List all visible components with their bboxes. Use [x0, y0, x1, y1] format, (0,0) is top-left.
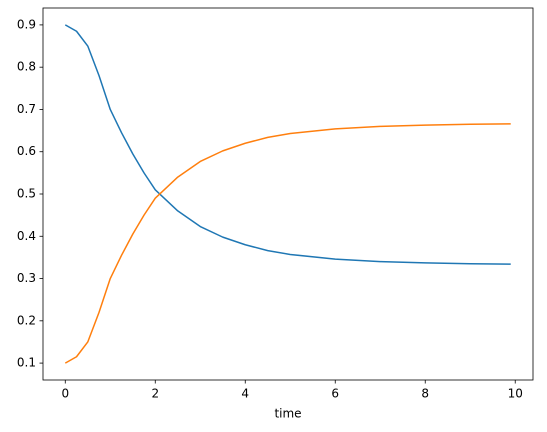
y-tick-label: 0.1: [17, 356, 36, 370]
x-tick-label: 6: [331, 387, 339, 401]
y-tick-label: 0.8: [17, 60, 36, 74]
x-axis-label: time: [274, 407, 301, 421]
x-tick-label: 4: [241, 387, 249, 401]
x-tick-label: 10: [508, 387, 523, 401]
y-tick-label: 0.5: [17, 187, 36, 201]
x-tick-label: 2: [151, 387, 159, 401]
y-tick-label: 0.3: [17, 271, 36, 285]
y-tick-label: 0.6: [17, 144, 36, 158]
x-tick-label: 8: [421, 387, 429, 401]
plot-frame: [42, 7, 534, 381]
line-series: [64, 24, 511, 265]
y-tick-label: 0.7: [17, 102, 36, 116]
y-tick-label: 0.9: [17, 17, 36, 31]
x-tick-label: 0: [61, 387, 69, 401]
line-series: [64, 123, 511, 364]
y-tick-label: 0.4: [17, 229, 36, 243]
y-tick-label: 0.2: [17, 313, 36, 327]
